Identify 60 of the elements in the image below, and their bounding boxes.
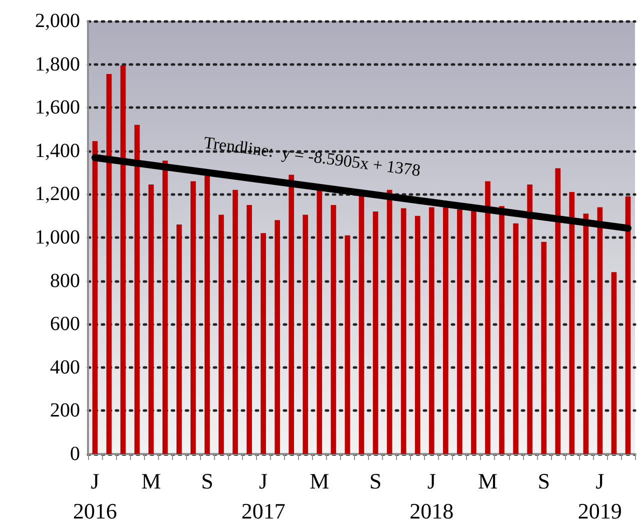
bar (583, 214, 589, 454)
bar (120, 65, 126, 454)
y-tick-label: 1,800 (35, 53, 80, 76)
bar (555, 168, 561, 454)
bar (190, 181, 196, 454)
x-tick-label: M (310, 468, 330, 494)
bar (204, 176, 210, 454)
bar (611, 272, 617, 454)
bar (457, 209, 462, 454)
bar (246, 205, 252, 454)
bar (316, 190, 322, 454)
bar (92, 141, 98, 454)
y-tick-label: 1,400 (35, 140, 80, 162)
x-tick-label: S (538, 468, 550, 494)
x-tick-label: S (369, 468, 382, 494)
y-tick-label: 1,600 (35, 96, 80, 119)
bar (428, 207, 434, 454)
bar (625, 196, 631, 454)
y-tick-label: 200 (50, 400, 80, 422)
bar (400, 208, 406, 454)
x-tick-label: J 2019 (578, 468, 622, 524)
x-tick-label: M (478, 468, 498, 494)
bar (372, 212, 378, 454)
x-tick-label: J 2016 (73, 468, 118, 524)
bar (414, 216, 420, 454)
bar (162, 160, 168, 454)
y-tick-label: 800 (50, 270, 80, 292)
bar (134, 124, 140, 454)
y-tick-label: 400 (50, 356, 80, 378)
annotation: Trendline: y = -8.5905x + 1378 (202, 133, 422, 180)
bar (288, 174, 294, 454)
bar (274, 220, 280, 454)
bar (386, 190, 392, 454)
bar (527, 184, 532, 454)
bar (330, 205, 336, 454)
y-tick-label: 600 (50, 313, 80, 336)
bar (148, 184, 154, 454)
bar (302, 214, 308, 454)
bar (471, 209, 476, 454)
bar (344, 235, 350, 454)
y-tick-label: 1,000 (35, 226, 80, 248)
x-tick-label: M (141, 468, 161, 494)
bar (260, 233, 266, 454)
bar (499, 206, 504, 454)
y-tick-label: 2,000 (35, 10, 80, 32)
bar (597, 207, 603, 454)
bar (569, 192, 575, 454)
bar (106, 74, 112, 454)
bar (176, 224, 182, 454)
x-tick-label: S (201, 468, 214, 494)
x-tick-label: J 2018 (410, 468, 454, 524)
x-tick-label: J 2017 (241, 468, 286, 524)
bar (218, 214, 224, 454)
y-tick-label: 0 (70, 443, 80, 465)
bar (541, 242, 546, 454)
bar (485, 181, 490, 454)
bar (442, 207, 448, 454)
y-tick-label: 1,200 (35, 183, 80, 206)
bar (232, 190, 238, 454)
bar (513, 223, 518, 454)
